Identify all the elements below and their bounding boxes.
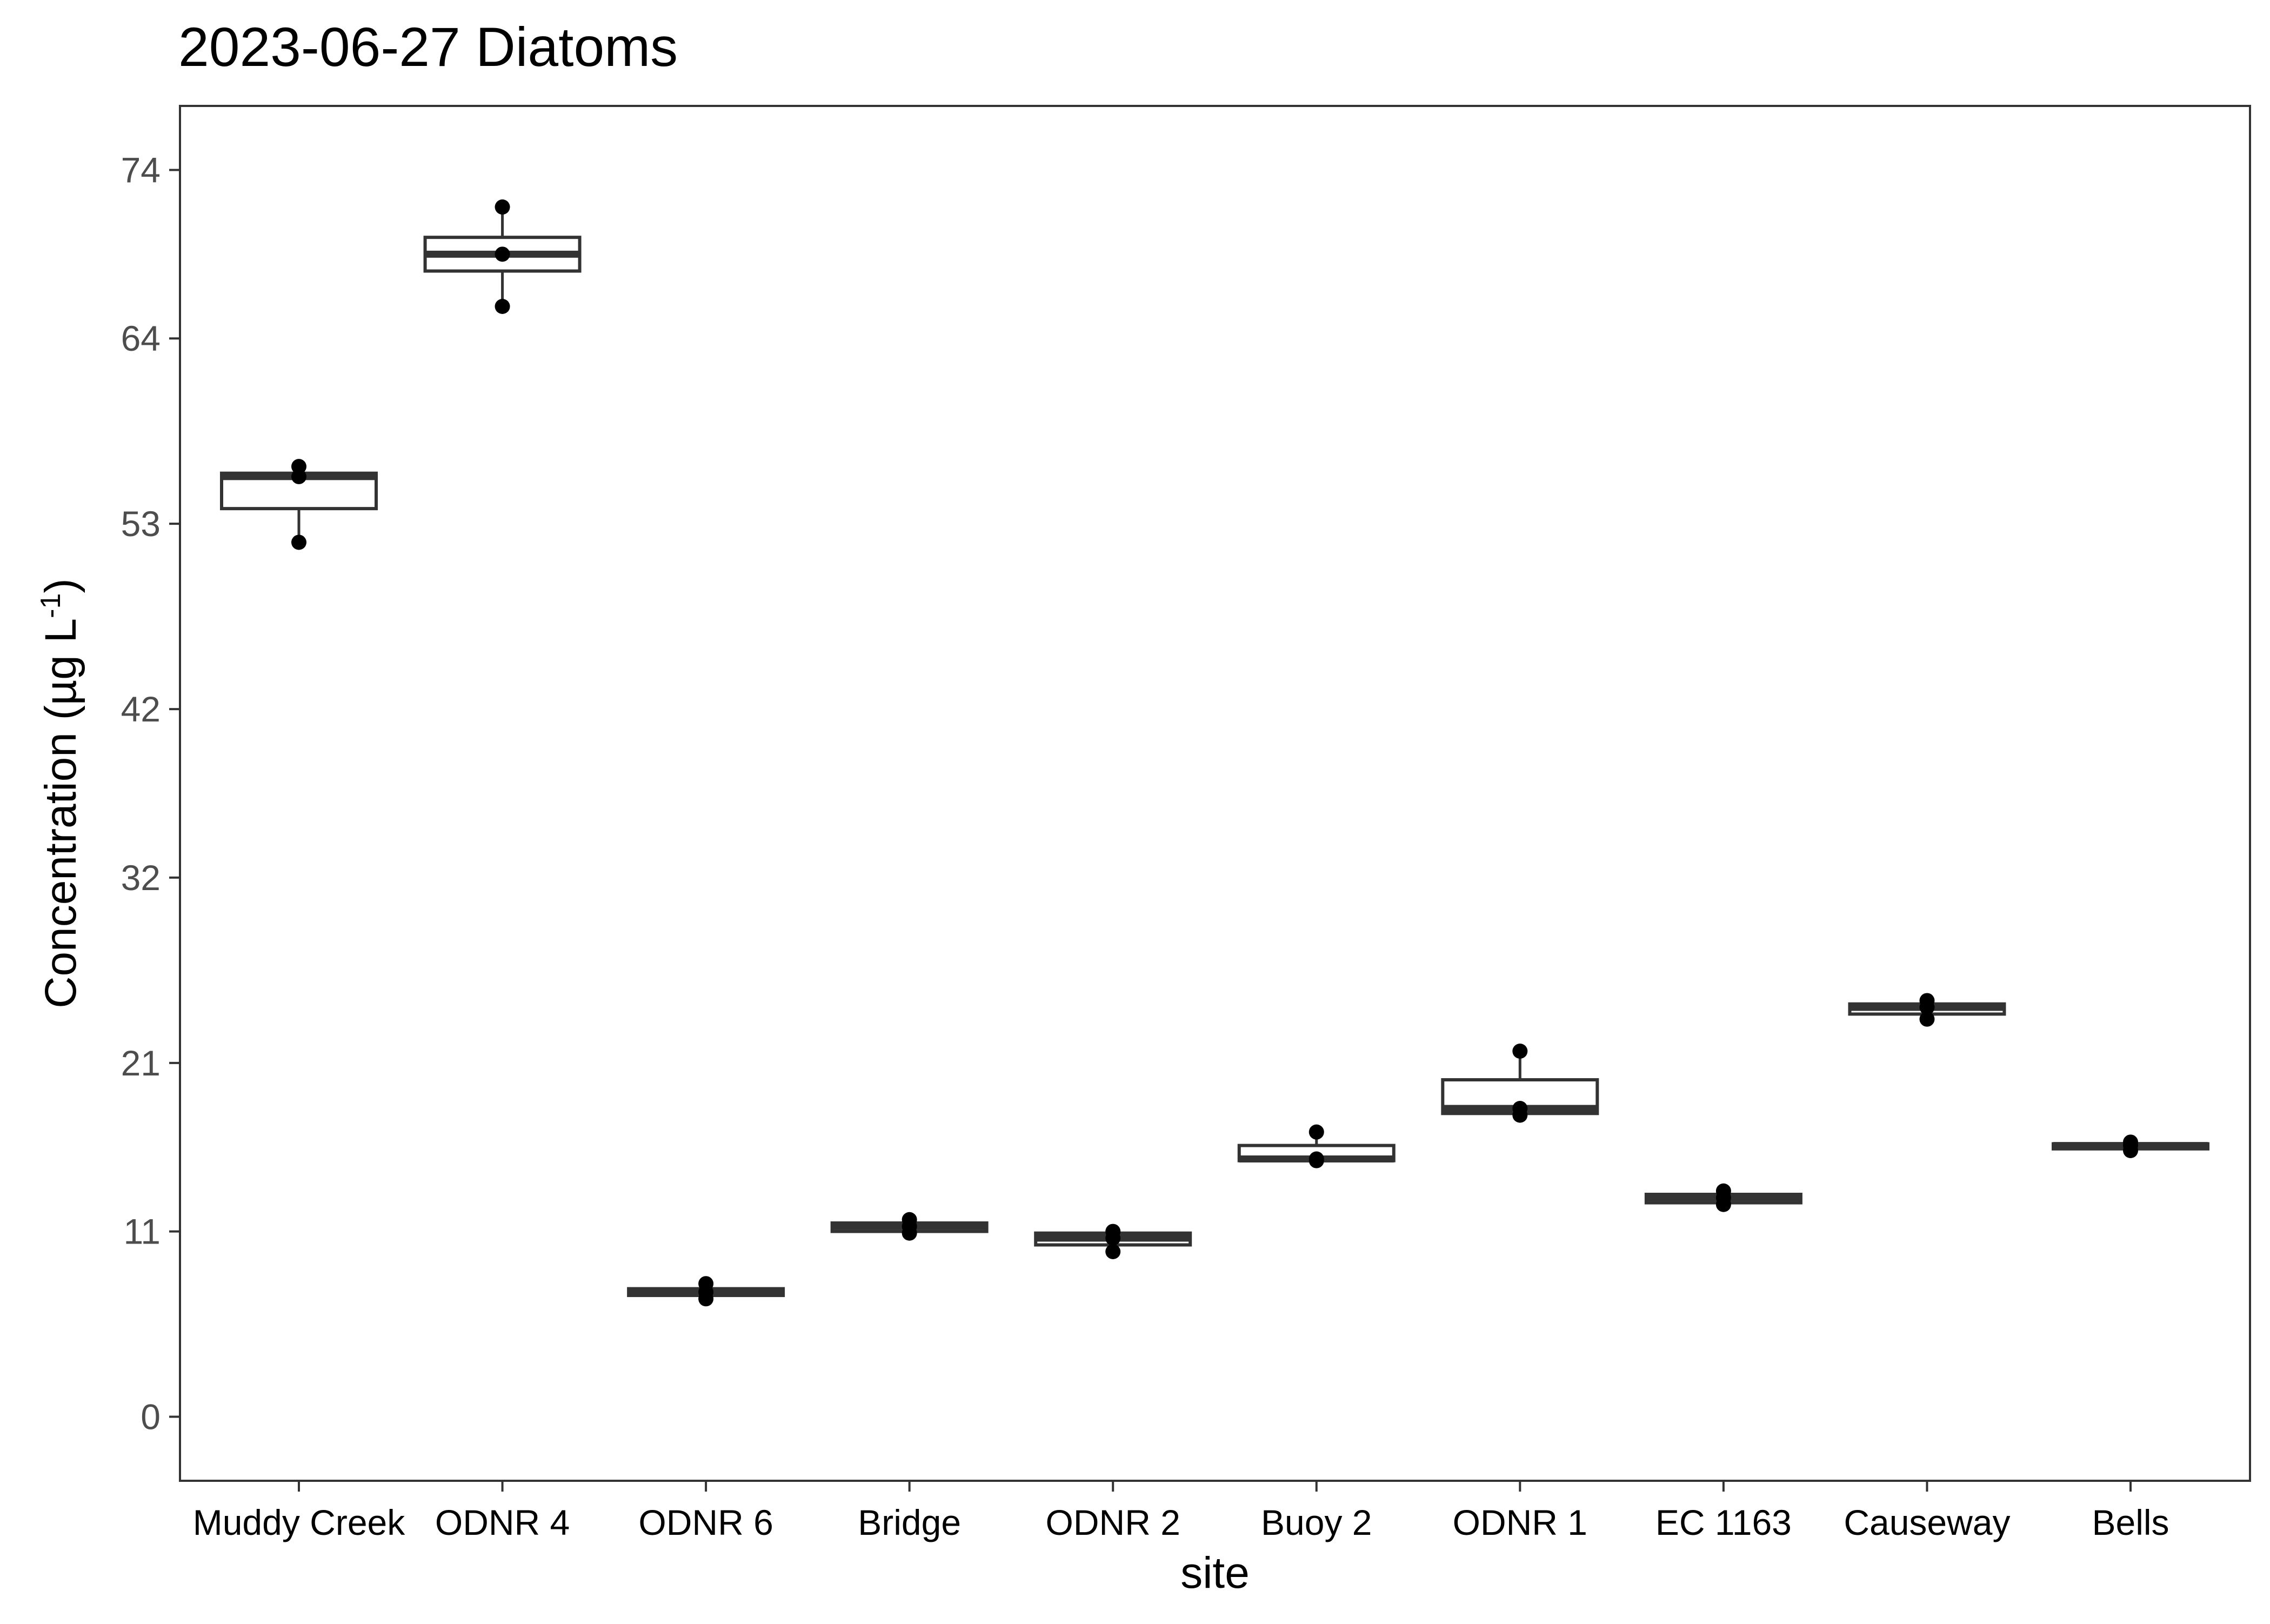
y-tick-label: 53	[121, 504, 161, 544]
data-point	[1715, 1183, 1731, 1199]
y-tick-label: 32	[121, 858, 161, 898]
y-tick-label: 21	[121, 1043, 161, 1083]
x-tick-label: EC 1163	[1655, 1502, 1792, 1542]
box-group	[1034, 1224, 1192, 1259]
box-group	[1644, 1183, 1802, 1212]
box-group	[2052, 1134, 2209, 1158]
x-tick-label: ODNR 1	[1453, 1502, 1587, 1542]
box-group	[627, 1276, 785, 1307]
x-tick-label: Causeway	[1844, 1502, 2010, 1542]
data-point	[1105, 1244, 1121, 1259]
data-point	[698, 1276, 714, 1292]
x-axis: Muddy Creek ODNR 4 ODNR 6 Bridge ODNR 2 Buoy …	[193, 1481, 2169, 1542]
data-point	[1308, 1124, 1324, 1140]
data-point	[291, 459, 306, 474]
box-group	[220, 459, 378, 550]
data-point	[495, 246, 510, 262]
x-tick-label: Muddy Creek	[193, 1502, 405, 1542]
x-tick-label: Bridge	[858, 1502, 961, 1542]
data-point	[1512, 1044, 1528, 1059]
data-point	[1919, 1011, 1935, 1027]
data-point	[1308, 1151, 1324, 1167]
box-group	[1441, 1044, 1599, 1123]
data-point	[495, 299, 510, 314]
y-tick-label: 64	[121, 318, 161, 358]
x-tick-label: ODNR 2	[1046, 1502, 1180, 1542]
y-tick-label: 0	[141, 1397, 161, 1437]
y-axis-title-close: )	[36, 578, 85, 593]
x-tick-label: ODNR 4	[435, 1502, 570, 1542]
x-tick-label: ODNR 6	[638, 1502, 773, 1542]
plot-panel-border	[179, 105, 2251, 1482]
y-tick-label: 74	[121, 150, 161, 190]
data-point	[495, 199, 510, 215]
data-point	[902, 1212, 917, 1227]
data-point	[2123, 1134, 2138, 1150]
data-point	[1512, 1101, 1528, 1116]
box-group	[1848, 993, 2006, 1027]
x-axis-title: site	[1180, 1548, 1250, 1598]
y-axis-title: Concentration (µg L-1)	[35, 578, 85, 1008]
data-point	[291, 534, 306, 550]
y-tick-label: 42	[121, 689, 161, 729]
data-point	[1105, 1224, 1121, 1239]
y-axis-title-main: Concentration (µg L	[36, 618, 85, 1008]
y-axis: 0 11 21 32 42 53 64 74	[121, 150, 180, 1437]
y-axis-title-exponent: -1	[35, 593, 66, 618]
box-group	[423, 199, 582, 314]
data-point	[1919, 993, 1935, 1008]
boxplot-series	[220, 199, 2209, 1307]
box-group	[830, 1212, 989, 1241]
box-group	[1237, 1124, 1396, 1168]
y-tick-label: 11	[123, 1212, 161, 1252]
chart-title: 2023-06-27 Diatoms	[178, 16, 678, 78]
x-tick-label: Bells	[2092, 1502, 2169, 1542]
x-tick-label: Buoy 2	[1261, 1502, 1372, 1542]
